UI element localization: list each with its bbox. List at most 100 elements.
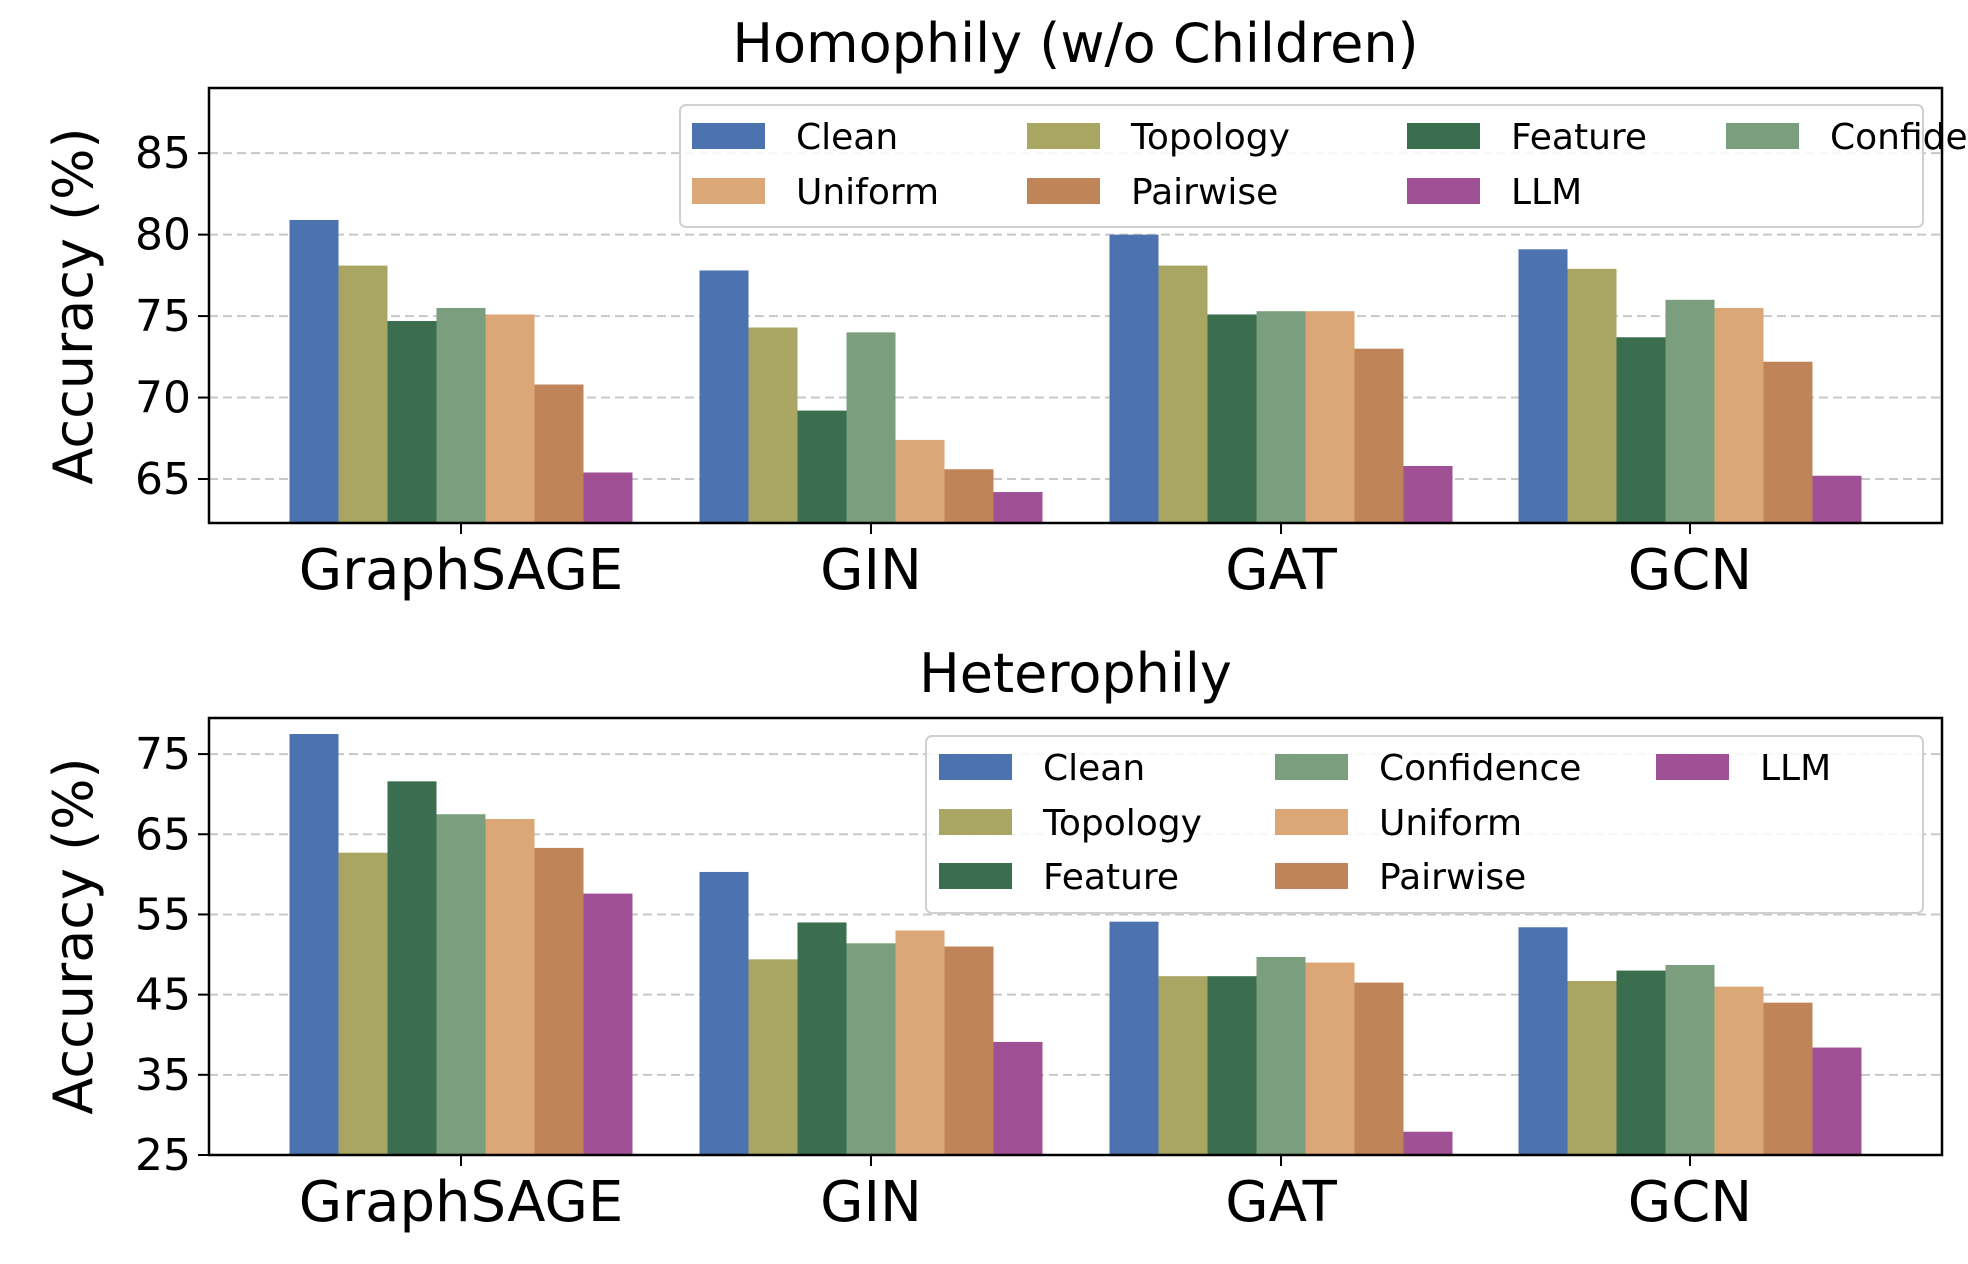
y-ticks: 65 70 75 80 85: [135, 128, 209, 505]
bar-llm-gcn: [1812, 1047, 1862, 1155]
legend-swatch: [1656, 754, 1729, 780]
bar-uniform-graphsage: [485, 314, 535, 523]
x-tick-label: GAT: [1225, 1170, 1337, 1235]
legend-swatch: [692, 123, 765, 149]
legend-label: Feature: [1043, 857, 1179, 898]
y-ticks: 25 35 45 55 65 75: [135, 729, 209, 1181]
legend-item-confidence: Confidence: [1275, 748, 1581, 789]
bar-pairwise-gat: [1354, 348, 1404, 523]
x-tick-label: GraphSAGE: [299, 1170, 623, 1235]
bar-confidence-gin: [846, 332, 896, 523]
legend-label: Topology: [1130, 117, 1290, 158]
bar-topology-gcn: [1567, 268, 1617, 523]
legend-item-pairwise: Pairwise: [1027, 172, 1278, 213]
x-tick-label: GCN: [1628, 1170, 1752, 1235]
bar-pairwise-graphsage: [534, 384, 584, 523]
legend-label: LLM: [1760, 748, 1831, 789]
legend-label: Uniform: [1379, 803, 1522, 844]
x-tick-label: GIN: [820, 538, 922, 603]
x-tick-label: GCN: [1628, 538, 1752, 603]
legend-item-uniform: Uniform: [692, 172, 939, 213]
bar-topology-gin: [748, 959, 798, 1155]
legend-label: Clean: [1043, 748, 1145, 789]
legend-label: Confidence: [1830, 117, 1968, 158]
bar-confidence-gat: [1256, 956, 1306, 1155]
x-ticks: GraphSAGE GIN GAT GCN: [299, 1155, 1752, 1235]
legend-item-topology: Topology: [939, 803, 1202, 844]
bar-llm-gin: [993, 492, 1043, 523]
legend-swatch: [692, 178, 765, 204]
bar-uniform-gcn: [1714, 307, 1764, 523]
legend-label: Feature: [1511, 117, 1647, 158]
series-uniform: [485, 307, 1764, 523]
bar-clean-gin: [699, 270, 749, 523]
bar-uniform-gat: [1305, 311, 1355, 523]
bar-topology-gat: [1158, 265, 1208, 523]
bar-llm-graphsage: [583, 893, 633, 1155]
plot-frame: [207, 86, 1944, 525]
legend-item-topology: Topology: [1027, 117, 1290, 158]
series-clean: [289, 734, 1568, 1155]
bar-uniform-gat: [1305, 962, 1355, 1155]
bar-confidence-graphsage: [436, 814, 486, 1155]
x-tick-label: GraphSAGE: [299, 538, 623, 603]
bar-pairwise-gin: [944, 469, 994, 523]
bar-topology-graphsage: [338, 852, 388, 1155]
series-feature: [387, 314, 1666, 523]
bar-feature-gat: [1207, 314, 1257, 523]
bar-feature-gcn: [1616, 337, 1666, 523]
bar-confidence-gcn: [1665, 964, 1715, 1155]
bar-feature-graphsage: [387, 781, 437, 1155]
legend-label: LLM: [1511, 172, 1582, 213]
legend-item-uniform: Uniform: [1275, 803, 1522, 844]
legend-item-llm: LLM: [1656, 748, 1831, 789]
legend-swatch: [1027, 178, 1100, 204]
y-tick-label: 65: [135, 809, 191, 860]
chart-title: Homophily (w/o Children): [732, 12, 1418, 75]
legend-swatch: [1726, 123, 1799, 149]
y-tick-label: 25: [135, 1130, 191, 1181]
y-tick-label: 85: [135, 128, 191, 179]
legend-label: Uniform: [796, 172, 939, 213]
bar-feature-graphsage: [387, 320, 437, 523]
y-tick-label: 35: [135, 1050, 191, 1101]
series-topology: [338, 852, 1617, 1155]
legend-swatch: [939, 809, 1012, 835]
plot-frame: [207, 716, 1944, 1157]
bar-clean-gat: [1109, 234, 1159, 523]
bar-confidence-gcn: [1665, 299, 1715, 523]
series-pairwise: [534, 348, 1813, 523]
bar-uniform-graphsage: [485, 819, 535, 1155]
bar-topology-gat: [1158, 976, 1208, 1155]
bar-pairwise-gat: [1354, 982, 1404, 1155]
bar-pairwise-gcn: [1763, 361, 1813, 523]
series-uniform: [485, 819, 1764, 1155]
bar-feature-gin: [797, 410, 847, 523]
bar-llm-graphsage: [583, 472, 633, 523]
bar-confidence-graphsage: [436, 307, 486, 523]
legend-swatch: [939, 863, 1012, 889]
bar-llm-gin: [993, 1041, 1043, 1155]
bar-clean-gin: [699, 871, 749, 1155]
bar-feature-gcn: [1616, 970, 1666, 1155]
bar-topology-gcn: [1567, 981, 1617, 1155]
legend-swatch: [1027, 123, 1100, 149]
legend-swatch: [1275, 863, 1348, 889]
bar-clean-gcn: [1518, 249, 1568, 524]
bar-topology-gin: [748, 327, 798, 523]
legend-box: [925, 735, 1924, 914]
legend-item-feature: Feature: [939, 857, 1179, 898]
legend-swatch: [1275, 754, 1348, 780]
legend-swatch: [1407, 178, 1480, 204]
bar-llm-gat: [1403, 1131, 1453, 1155]
bar-pairwise-gin: [944, 946, 994, 1155]
y-tick-label: 45: [135, 970, 191, 1021]
legend-item-feature: Feature: [1407, 117, 1647, 158]
y-tick-label: 65: [135, 454, 191, 505]
legend-item-llm: LLM: [1407, 172, 1582, 213]
bar-llm-gcn: [1812, 475, 1862, 523]
bar-clean-gcn: [1518, 927, 1568, 1155]
legend-item-pairwise: Pairwise: [1275, 857, 1526, 898]
chart-panel-1: Homophily (w/o Children) Accuracy (%) 65 70…: [42, 12, 1968, 603]
series-clean: [289, 219, 1568, 524]
